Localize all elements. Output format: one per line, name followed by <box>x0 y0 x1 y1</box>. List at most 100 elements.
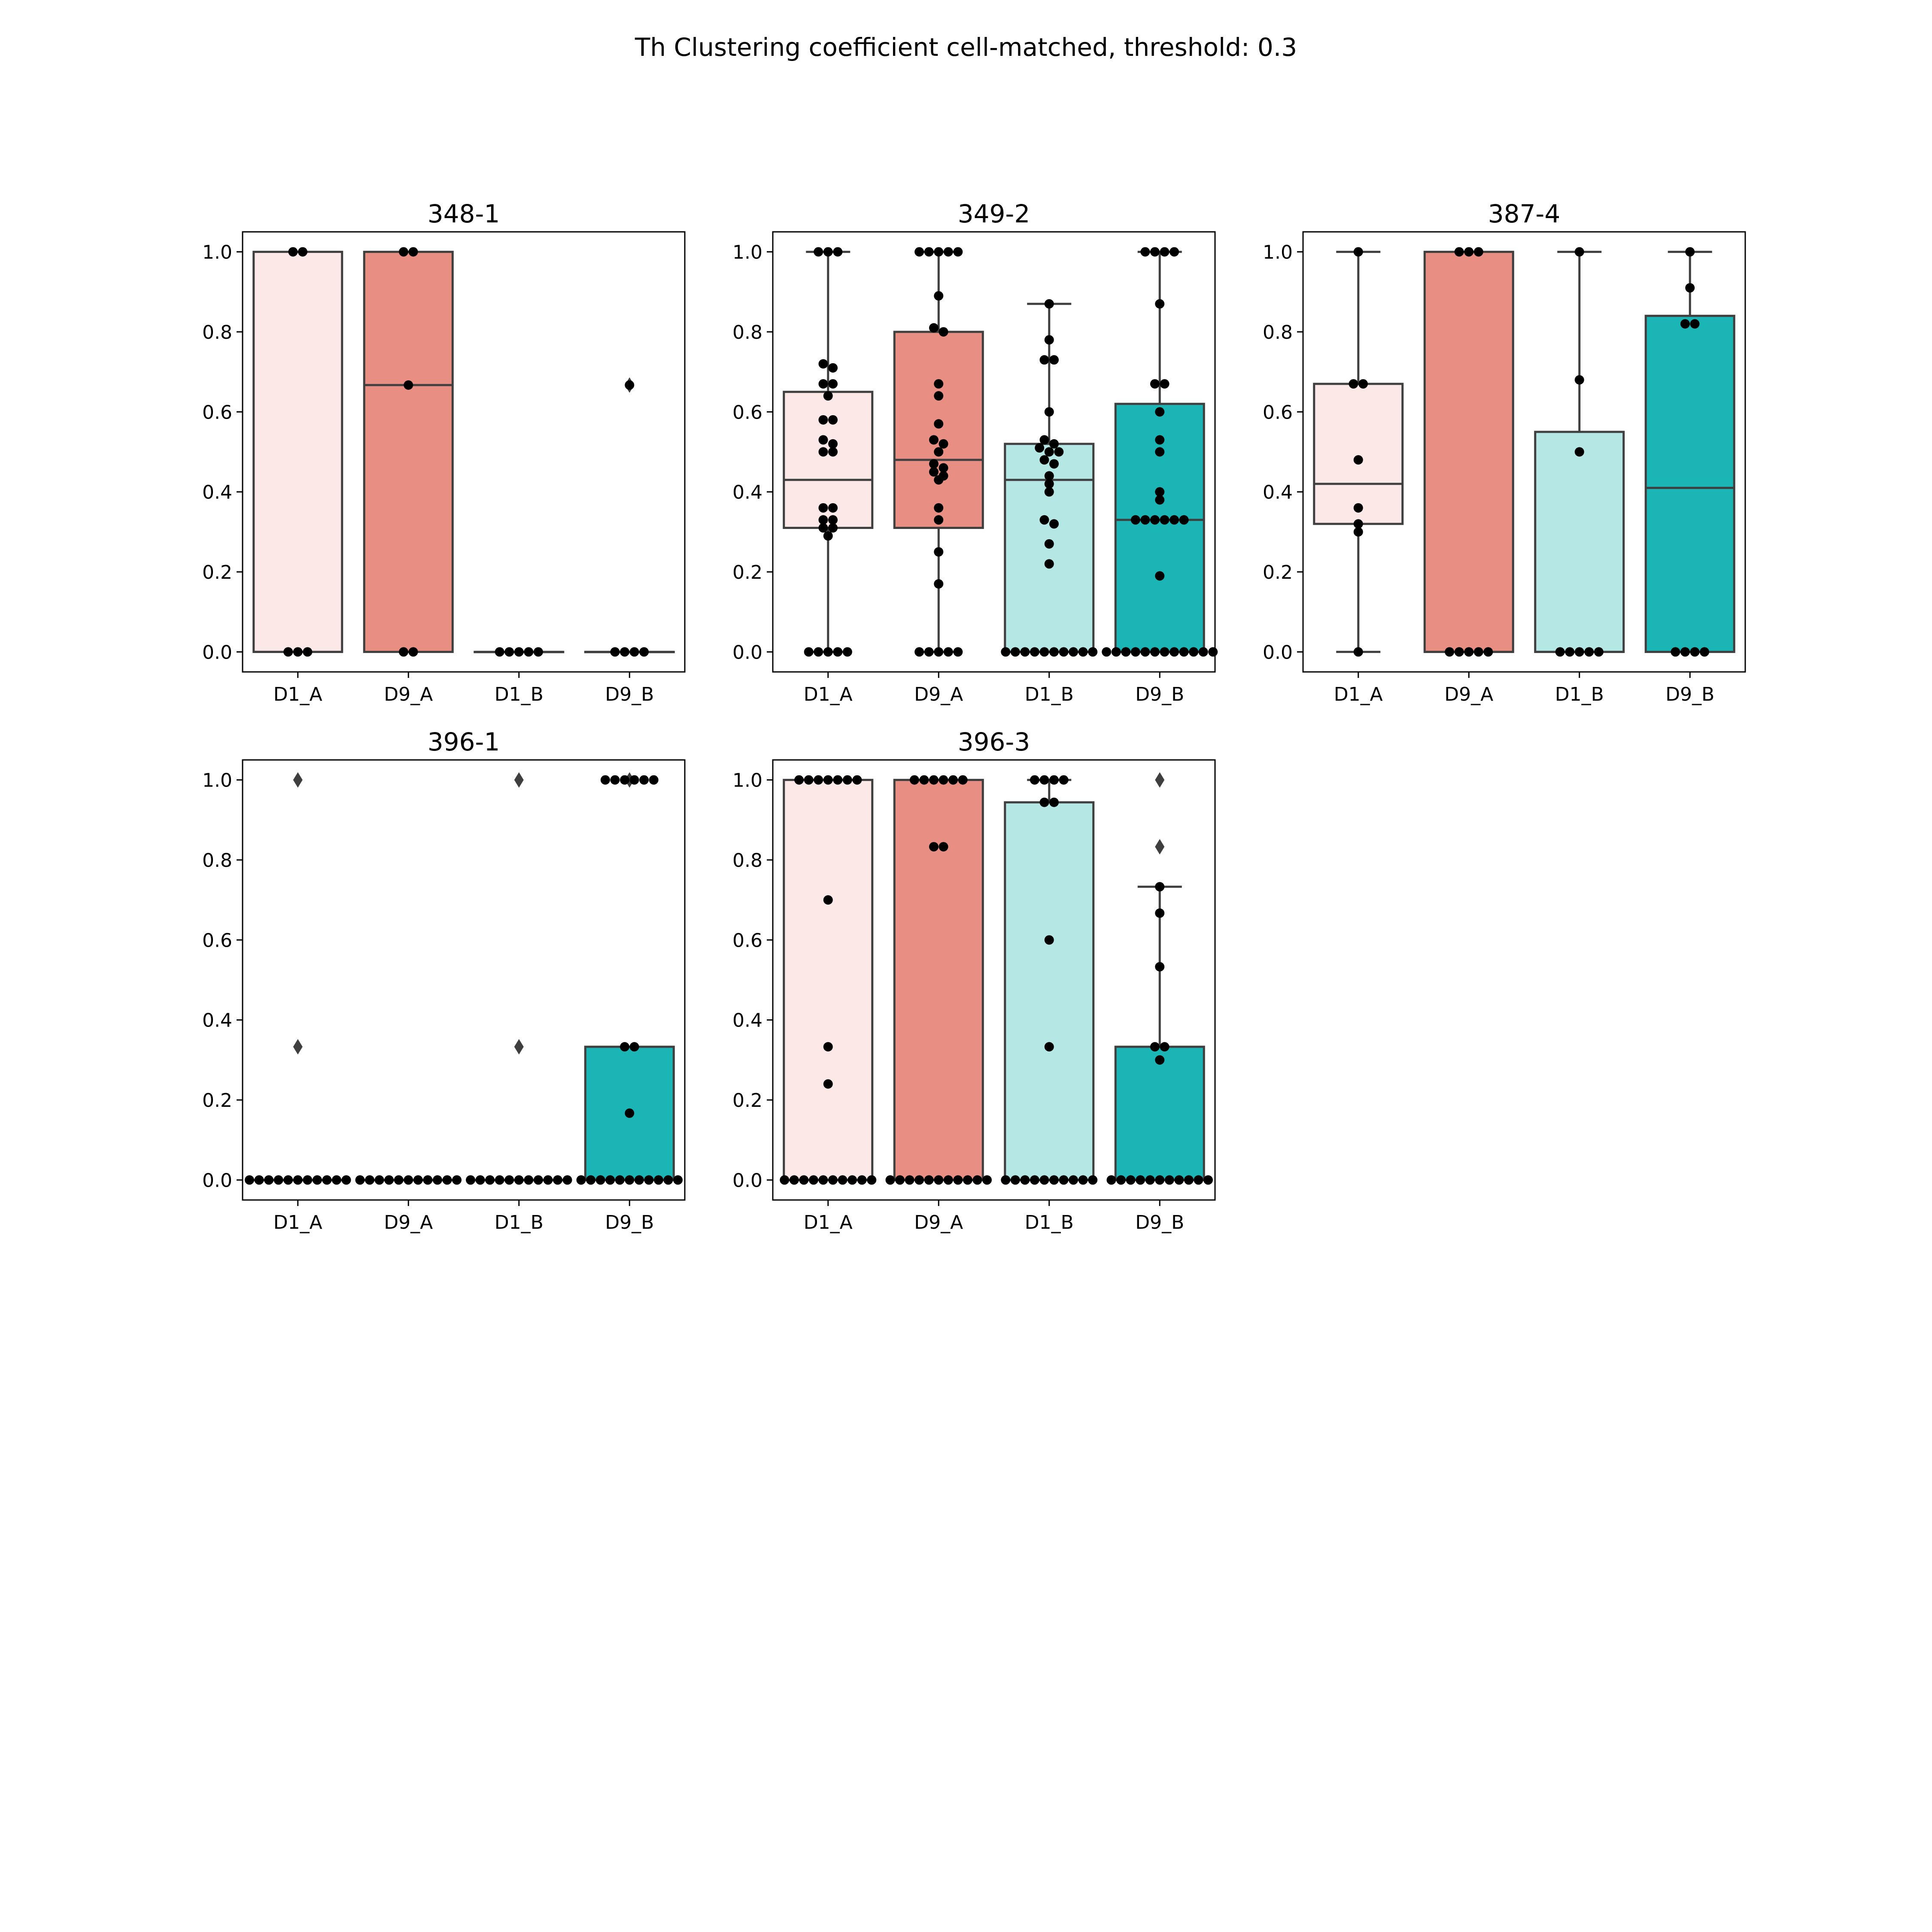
data-point <box>293 647 303 657</box>
data-point <box>789 1175 799 1185</box>
data-point <box>1039 435 1049 445</box>
data-point <box>452 1175 462 1185</box>
data-point <box>1203 1175 1213 1185</box>
data-point <box>1039 355 1049 365</box>
data-point <box>475 1175 485 1185</box>
data-point <box>934 247 944 257</box>
data-point <box>939 463 948 473</box>
data-point <box>543 1175 553 1185</box>
data-point <box>1039 1175 1049 1185</box>
data-point <box>245 1175 254 1185</box>
y-tick-label: 0.0 <box>202 1170 232 1191</box>
data-point <box>934 1175 944 1185</box>
data-point <box>1069 1175 1078 1185</box>
data-point <box>1671 647 1680 657</box>
data-point <box>1044 471 1054 481</box>
data-point <box>1078 647 1088 657</box>
box-D1_A <box>783 247 874 657</box>
data-point <box>848 1175 857 1185</box>
data-point <box>1155 962 1165 972</box>
data-point <box>1140 247 1150 257</box>
data-point <box>1059 647 1069 657</box>
panel-396-1: 396-1 0.0 0.2 0.4 0.6 0.8 1.0 D1_A D9_A D1_B D9_B <box>202 727 686 1233</box>
data-point <box>1184 1175 1194 1185</box>
data-point <box>1464 647 1474 657</box>
data-point <box>1189 647 1199 657</box>
data-point <box>1155 495 1165 505</box>
y-tick-label: 0.8 <box>202 322 232 343</box>
data-point <box>303 647 313 657</box>
data-point <box>384 1175 394 1185</box>
panels: 348-10.00.20.40.60.81.0D1_A D9_A D1_B D9_B3… <box>202 199 1746 1233</box>
box-D1_B <box>1001 299 1098 657</box>
data-point <box>408 247 418 257</box>
data-point <box>929 459 939 469</box>
data-point <box>838 1175 848 1185</box>
data-point <box>1208 647 1218 657</box>
panel-349-2: 349-2 0.0 0.2 0.4 0.6 0.8 1.0 D1_A D9_A D1_B D9_B <box>732 199 1218 705</box>
data-point <box>1690 647 1700 657</box>
x-tick-label: D9_A <box>914 683 963 705</box>
data-point <box>828 503 838 513</box>
box-body <box>1534 431 1625 653</box>
data-point <box>833 775 843 785</box>
data-point <box>1170 515 1179 525</box>
data-point <box>818 503 828 513</box>
data-point <box>404 1175 413 1185</box>
data-point <box>615 1175 625 1185</box>
data-point <box>1116 1175 1126 1185</box>
y-tick-label: 1.0 <box>1263 242 1293 264</box>
y-tick-label: 0.0 <box>732 1170 762 1191</box>
data-point <box>649 775 659 785</box>
data-point <box>818 515 828 525</box>
y-tick-label: 0.4 <box>1263 482 1293 504</box>
y-tick-label: 0.4 <box>732 482 762 504</box>
data-point <box>1054 447 1064 457</box>
data-point <box>1464 247 1474 257</box>
box-body <box>363 251 454 653</box>
data-point <box>1039 797 1049 807</box>
x-tick-label: D9_A <box>914 1212 963 1233</box>
box-D9_B <box>584 377 675 657</box>
data-point <box>1049 647 1059 657</box>
data-point <box>1574 447 1584 457</box>
data-point <box>514 647 524 657</box>
data-point <box>1160 1042 1170 1052</box>
data-point <box>1140 515 1150 525</box>
data-point <box>939 842 948 852</box>
box-body <box>1004 801 1095 1181</box>
y-tick-label: 0.2 <box>1263 562 1293 583</box>
data-point <box>533 1175 543 1185</box>
data-point <box>423 1175 433 1185</box>
y-tick-label: 0.6 <box>732 930 762 951</box>
data-point <box>1039 775 1049 785</box>
y-tick-label: 0.6 <box>732 401 762 423</box>
box-body <box>783 391 874 529</box>
data-point <box>1353 247 1363 257</box>
axes-frame <box>242 759 686 1201</box>
data-point <box>1194 1175 1203 1185</box>
data-point <box>929 467 939 477</box>
data-point <box>1353 503 1363 513</box>
data-point <box>828 523 838 533</box>
data-point <box>1445 647 1455 657</box>
data-point <box>553 1175 562 1185</box>
data-point <box>586 1175 596 1185</box>
data-point <box>939 775 948 785</box>
x-tick-label: D9_B <box>1665 683 1714 705</box>
data-point <box>1130 515 1140 525</box>
data-point <box>524 647 534 657</box>
data-point <box>1078 1175 1088 1185</box>
data-point <box>1155 1055 1165 1065</box>
data-point <box>833 247 843 257</box>
data-point <box>1160 515 1170 525</box>
data-point <box>1353 647 1363 657</box>
x-tick-label: D9_B <box>605 1212 654 1233</box>
x-tick-label: D1_B <box>495 1212 544 1233</box>
data-point <box>818 523 828 533</box>
data-point <box>1010 647 1020 657</box>
data-point <box>823 895 833 905</box>
data-point <box>398 247 408 257</box>
data-point <box>885 1175 895 1185</box>
